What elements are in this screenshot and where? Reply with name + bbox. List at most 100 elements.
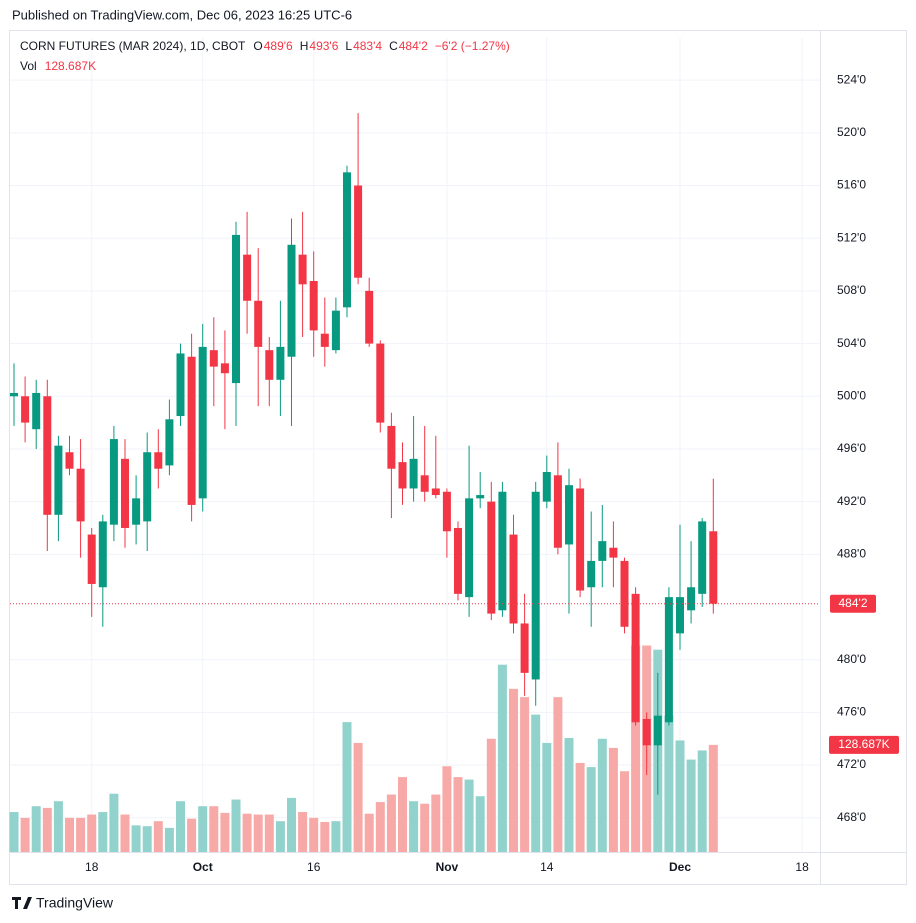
- legend-value: 493'6: [309, 39, 338, 53]
- volume-bar: [631, 645, 641, 852]
- volume-bar: [287, 797, 296, 852]
- last-price-box: [830, 594, 876, 613]
- candle-body: [542, 472, 551, 502]
- candle-body: [509, 534, 518, 624]
- candle-body: [320, 333, 329, 347]
- candle-body: [54, 445, 63, 515]
- volume-bar: [409, 801, 419, 852]
- candle-body: [76, 468, 85, 522]
- legend-value: 489'6: [264, 39, 293, 53]
- volume-bar: [164, 827, 174, 852]
- candles: [10, 113, 718, 795]
- volume-bar: [42, 807, 52, 852]
- volume-bar: [575, 762, 585, 852]
- y-tick-label: 504'0: [837, 336, 866, 350]
- candle-body: [565, 485, 573, 545]
- volume-bar: [109, 793, 119, 852]
- candle-body: [553, 475, 562, 548]
- volume-bar: [708, 744, 718, 852]
- volume-bar: [664, 715, 674, 852]
- candle-body: [43, 396, 52, 515]
- candle-body: [309, 281, 318, 331]
- volume-bar: [431, 794, 441, 852]
- volume-bar: [686, 759, 696, 852]
- volume-bar: [198, 806, 208, 852]
- volume-bar: [120, 814, 130, 852]
- candle-body: [687, 587, 696, 611]
- volume-bar: [331, 821, 341, 852]
- volume-bar: [675, 740, 685, 852]
- volume-bar: [531, 714, 541, 852]
- volume-label: 128.687K: [838, 737, 889, 751]
- volume-bar: [242, 813, 252, 852]
- candle-body: [653, 715, 662, 746]
- volume-bar: [220, 812, 230, 852]
- candle-body: [609, 547, 618, 558]
- candle-body: [220, 363, 229, 374]
- volume-bar: [386, 794, 396, 852]
- volume-bar: [231, 799, 241, 852]
- y-tick-label: 492'0: [837, 494, 866, 508]
- x-tick-label: 16: [307, 860, 321, 874]
- candle-body: [121, 458, 129, 528]
- legend-key: C: [389, 39, 398, 53]
- volume-bar: [31, 806, 41, 852]
- candle-body: [143, 452, 152, 522]
- brand-name: TradingView: [36, 895, 114, 911]
- candle-body: [165, 419, 174, 466]
- volume-bar: [9, 812, 19, 852]
- x-tick-label: 18: [85, 860, 99, 874]
- volume-bar: [309, 817, 319, 852]
- candle-body: [465, 498, 474, 598]
- volume-bar: [464, 779, 474, 852]
- volume-bar: [153, 821, 163, 852]
- candle-body: [520, 623, 529, 673]
- brand-logo: [12, 897, 32, 909]
- volume-bar: [342, 722, 352, 852]
- y-tick-label: 480'0: [837, 652, 866, 666]
- volume-legend-value: 128.687K: [45, 59, 96, 73]
- candle-body: [642, 718, 651, 746]
- candle-body: [21, 396, 30, 423]
- legend-value: 484'2: [399, 39, 428, 53]
- candle-body: [598, 541, 607, 561]
- candle-body: [187, 356, 196, 505]
- candle-body: [154, 452, 163, 469]
- y-tick-label: 524'0: [837, 72, 866, 86]
- volume-bar: [697, 750, 707, 852]
- candle-body: [664, 597, 673, 723]
- candle-body: [331, 310, 340, 351]
- volume-bar: [475, 796, 485, 852]
- candle-body: [431, 488, 440, 496]
- y-tick-label: 512'0: [837, 230, 866, 244]
- y-tick-label: 472'0: [837, 757, 866, 771]
- candle-body: [454, 527, 462, 594]
- candle-body: [132, 498, 141, 525]
- published-note: Published on TradingView.com, Dec 06, 20…: [12, 7, 352, 22]
- volume-bar: [586, 767, 596, 852]
- candle-body: [287, 244, 296, 357]
- candle-body: [709, 531, 718, 604]
- candle-body: [376, 343, 385, 423]
- candle-body: [698, 521, 707, 594]
- frame: [9, 30, 907, 885]
- x-tick-label: Nov: [436, 860, 459, 874]
- candle-body: [420, 475, 429, 492]
- volume-bar: [176, 801, 185, 852]
- legend-change: −6'2 (−1.27%): [435, 39, 510, 53]
- y-tick-label: 476'0: [837, 705, 866, 719]
- candle-body: [498, 491, 507, 611]
- volume-bar: [420, 803, 430, 852]
- candle-body: [65, 452, 74, 469]
- volume-bar: [453, 777, 463, 852]
- candle-body: [243, 254, 252, 301]
- volume-bar: [76, 817, 86, 852]
- candle-body: [676, 597, 684, 634]
- volume-bar: [20, 817, 30, 852]
- legend-key: O: [253, 39, 262, 53]
- volume-bar: [564, 737, 574, 852]
- volume-bar: [209, 806, 219, 852]
- x-tick-label: 14: [540, 860, 554, 874]
- candle-body: [576, 488, 585, 591]
